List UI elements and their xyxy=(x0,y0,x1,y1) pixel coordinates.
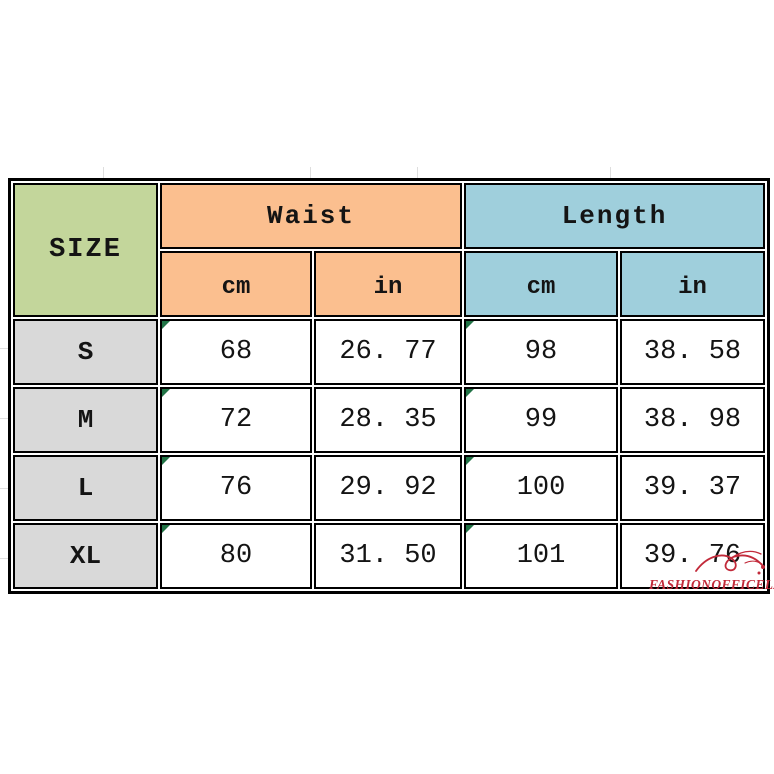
waist-cm-header-cell: cm xyxy=(160,251,312,317)
value-text: 101 xyxy=(516,541,566,571)
value-text: 26. 77 xyxy=(339,337,437,367)
length-header-cell: Length xyxy=(464,183,765,249)
size-header-cell: SIZE xyxy=(13,183,158,317)
cell-flag-icon xyxy=(466,321,474,329)
waist-cm-value: 72 xyxy=(160,387,312,453)
value-text: 28. 35 xyxy=(339,405,437,435)
waist-cm-value: 76 xyxy=(160,455,312,521)
value-text: 39. 37 xyxy=(643,473,742,503)
value-text: 68 xyxy=(219,337,253,367)
table-header-row-units: cm in cm in xyxy=(13,251,765,317)
cell-flag-icon xyxy=(162,389,170,397)
value-text: 76 xyxy=(219,473,253,503)
cell-flag-icon xyxy=(162,525,170,533)
cell-flag-icon xyxy=(162,321,170,329)
length-cm-header-cell: cm xyxy=(464,251,618,317)
gridline-tick xyxy=(0,488,8,489)
size-chart-table: SIZE Waist Length cm in cm in S 68 26. 7… xyxy=(8,178,770,594)
waist-in-header-cell: in xyxy=(314,251,462,317)
value-text: 38. 58 xyxy=(643,337,742,367)
table-row: XL 80 31. 50 101 39. 76 xyxy=(13,523,765,589)
length-in-value: 38. 98 xyxy=(620,387,765,453)
swirl-flourish-icon xyxy=(695,550,765,575)
gridline-tick xyxy=(0,558,8,559)
waist-in-value: 28. 35 xyxy=(314,387,462,453)
length-cm-value: 100 xyxy=(464,455,618,521)
gridline-tick xyxy=(0,418,8,419)
length-in-header-cell: in xyxy=(620,251,765,317)
waist-in-value: 26. 77 xyxy=(314,319,462,385)
length-cm-value: 98 xyxy=(464,319,618,385)
value-text: 98 xyxy=(524,337,558,367)
size-cell: L xyxy=(13,455,158,521)
table-row: S 68 26. 77 98 38. 58 xyxy=(13,319,765,385)
length-in-value: 39. 37 xyxy=(620,455,765,521)
value-text: 100 xyxy=(516,473,566,503)
value-text: 99 xyxy=(524,405,558,435)
waist-cm-value: 68 xyxy=(160,319,312,385)
waist-header-cell: Waist xyxy=(160,183,462,249)
value-text: 38. 98 xyxy=(643,405,742,435)
cell-flag-icon xyxy=(466,525,474,533)
waist-in-value: 29. 92 xyxy=(314,455,462,521)
gridline-tick xyxy=(103,167,104,178)
value-text: 29. 92 xyxy=(339,473,437,503)
cell-flag-icon xyxy=(162,457,170,465)
watermark-text: FASHIONOFFICELADY xyxy=(649,577,774,592)
size-cell: S xyxy=(13,319,158,385)
waist-in-value: 31. 50 xyxy=(314,523,462,589)
gridline-tick xyxy=(417,167,418,178)
value-text: 31. 50 xyxy=(339,541,437,571)
size-cell: XL xyxy=(13,523,158,589)
value-text: 80 xyxy=(219,541,253,571)
table-row: M 72 28. 35 99 38. 98 xyxy=(13,387,765,453)
waist-cm-value: 80 xyxy=(160,523,312,589)
cell-flag-icon xyxy=(466,457,474,465)
length-cm-value: 101 xyxy=(464,523,618,589)
length-in-value: 38. 58 xyxy=(620,319,765,385)
value-text: 72 xyxy=(219,405,253,435)
gridline-tick xyxy=(0,348,8,349)
gridline-tick xyxy=(610,167,611,178)
length-cm-value: 99 xyxy=(464,387,618,453)
table-row: L 76 29. 92 100 39. 37 xyxy=(13,455,765,521)
cell-flag-icon xyxy=(466,389,474,397)
table-header-row-groups: SIZE Waist Length xyxy=(13,183,765,317)
gridline-tick xyxy=(310,167,311,178)
size-cell: M xyxy=(13,387,158,453)
